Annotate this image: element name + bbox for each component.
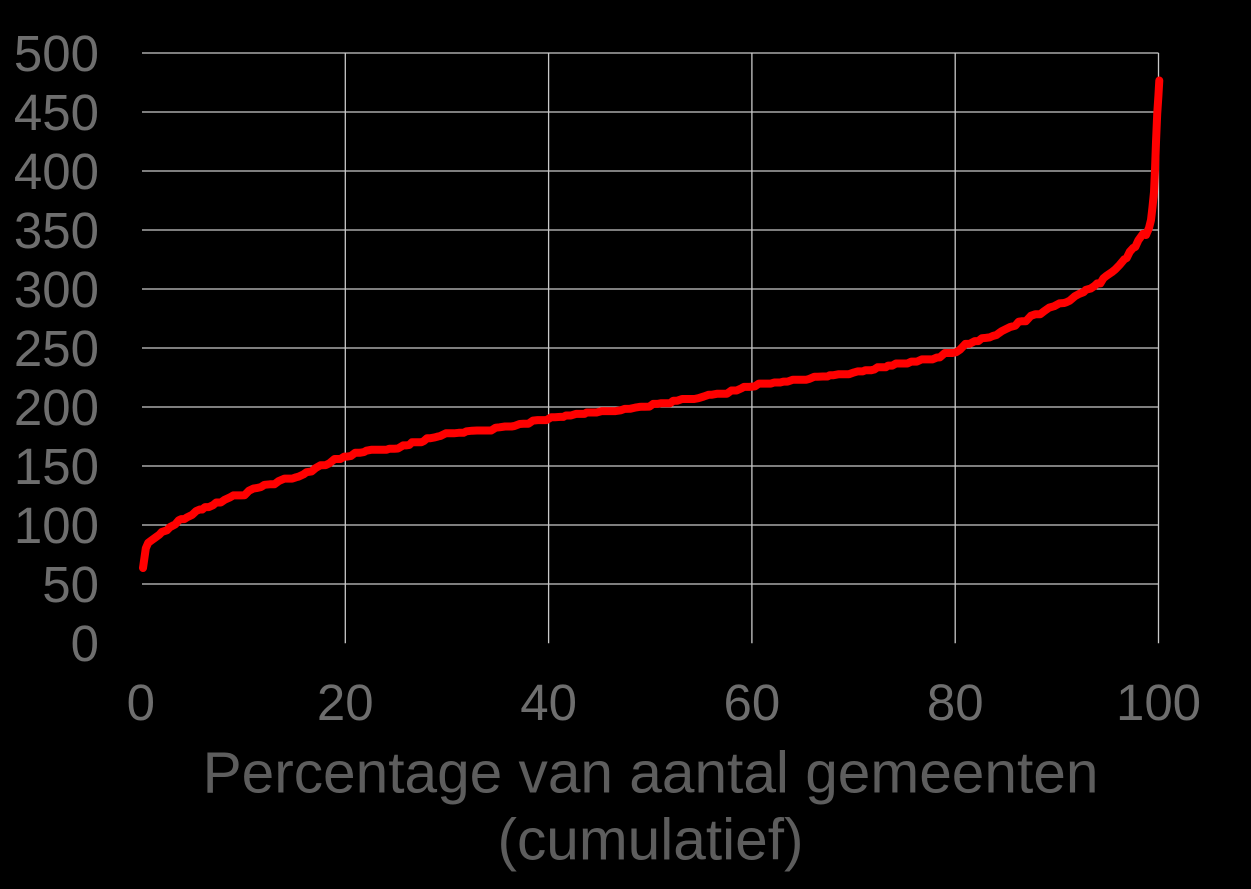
svg-text:100: 100 [1116,674,1201,731]
svg-text:20: 20 [317,674,374,731]
svg-text:0: 0 [71,615,99,672]
svg-text:50: 50 [42,556,99,613]
svg-text:150: 150 [14,438,99,495]
svg-text:60: 60 [724,674,781,731]
svg-text:300: 300 [14,261,99,318]
svg-text:40: 40 [520,674,577,731]
svg-text:0: 0 [127,674,155,731]
svg-text:80: 80 [927,674,984,731]
svg-text:500: 500 [14,25,99,82]
svg-text:(cumulatief): (cumulatief) [497,807,803,872]
svg-text:Percentage van aantal gemeente: Percentage van aantal gemeenten [203,740,1099,805]
svg-text:100: 100 [14,497,99,554]
svg-text:450: 450 [14,84,99,141]
svg-text:350: 350 [14,202,99,259]
svg-text:200: 200 [14,379,99,436]
svg-text:250: 250 [14,320,99,377]
svg-text:400: 400 [14,143,99,200]
